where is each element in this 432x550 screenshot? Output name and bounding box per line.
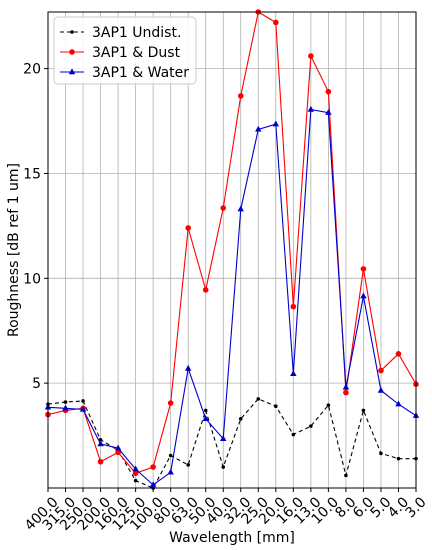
legend: 3AP1 Undist. 3AP1 & Dust 3AP1 & Water [53, 16, 197, 85]
y-tick-label: 20 [23, 62, 41, 78]
series-point [238, 417, 243, 421]
series-point [62, 404, 69, 411]
series-point [81, 399, 85, 403]
series-point [377, 386, 385, 393]
series-point [274, 404, 278, 409]
series-point [168, 453, 173, 458]
y-tick-label: 15 [23, 166, 41, 182]
series-point [361, 408, 366, 413]
series-point [133, 478, 138, 483]
series-point [395, 400, 402, 407]
series-point [325, 88, 332, 95]
y-axis: 5 10 15 20 [23, 62, 48, 392]
series-point [167, 468, 174, 475]
series-point [308, 53, 314, 59]
series-point [115, 449, 121, 456]
series-point [97, 458, 104, 465]
series-point [70, 30, 74, 34]
series-point [343, 389, 349, 396]
series-point [203, 408, 208, 413]
series-point [360, 266, 367, 272]
plot-area [48, 12, 416, 488]
series-point [255, 125, 262, 132]
series-point [396, 456, 401, 461]
series-point [290, 370, 297, 376]
series-group [44, 105, 420, 488]
series-point [220, 435, 227, 441]
plot-frame [47, 11, 417, 489]
series-point [237, 205, 244, 212]
series-point [378, 367, 384, 374]
legend-box [53, 16, 197, 85]
series-point [220, 205, 227, 211]
series-point [132, 465, 139, 472]
series-point [342, 383, 350, 390]
series-point [344, 473, 348, 478]
series-line [47, 108, 417, 486]
series-point [114, 444, 122, 451]
y-axis-title: Roughness [dB ref 1 um] [6, 163, 22, 337]
series-point [272, 120, 280, 127]
series-point [185, 225, 191, 231]
series-point [307, 105, 315, 112]
series-point [237, 93, 244, 99]
series-line [47, 398, 416, 489]
series-point [291, 432, 296, 437]
x-axis-title: Wavelength [mm] [169, 530, 295, 546]
y-tick-label: 10 [23, 271, 41, 287]
series-point [150, 464, 156, 470]
series-point [360, 292, 367, 299]
series-point [68, 68, 76, 75]
series-point [149, 481, 157, 488]
series-point [290, 303, 297, 310]
series-point [325, 109, 332, 115]
series-point [395, 350, 402, 357]
legend-label: 3AP1 & Dust [92, 45, 181, 61]
series-point [326, 403, 331, 407]
series-point [63, 400, 68, 404]
x-tick-label: 3.0 [403, 494, 430, 521]
legend-label: 3AP1 & Water [92, 65, 189, 81]
series-layer [44, 9, 420, 490]
series-point [184, 364, 192, 371]
series-point [202, 415, 209, 422]
series-point [69, 49, 75, 55]
x-axis: 400.0315.0250.0200.0160.0125.0100.080.06… [22, 488, 430, 534]
series-point [97, 440, 104, 447]
series-point [132, 470, 139, 477]
series-point [309, 424, 313, 428]
series-point [379, 451, 383, 456]
legend-label: 3AP1 Undist. [92, 25, 181, 41]
y-tick-label: 5 [32, 376, 41, 392]
series-point [79, 405, 87, 412]
series-point [273, 19, 279, 26]
series-point [202, 287, 209, 293]
series-point [167, 400, 174, 406]
series-point [221, 465, 226, 469]
series-line [47, 11, 417, 474]
series-point [98, 437, 103, 442]
series-point [186, 463, 190, 467]
series-point [256, 397, 261, 401]
